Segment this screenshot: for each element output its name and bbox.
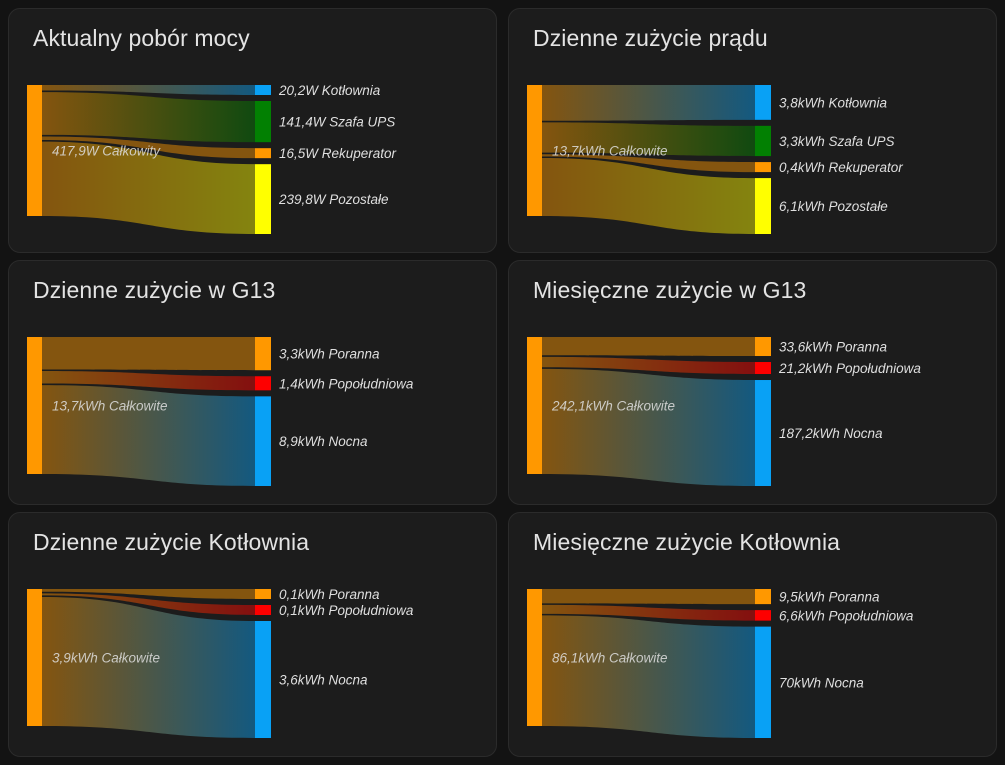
- sankey-flow-3-8kwh-kot-ownia: [542, 85, 755, 121]
- sankey-chart: 86,1kWh Całkowite 9,5kWh Poranna 6,6kWh Po…: [527, 589, 914, 738]
- sankey-node-source[interactable]: [527, 589, 542, 726]
- sankey-target-label-0-4kwh-rekuperator: 0,4kWh Rekuperator: [779, 160, 903, 175]
- sankey-target-label-187-2kwh-nocna: 187,2kWh Nocna: [779, 426, 883, 441]
- sankey-target-label-239-8w-pozosta-e: 239,8W Pozostałe: [278, 192, 389, 207]
- sankey-flow-20-2w-kot-ownia: [42, 85, 255, 95]
- sankey-chart: 13,7kWh Całkowite 3,3kWh Poranna 1,4kWh Po…: [27, 337, 414, 486]
- sankey-node-70kwh-nocna[interactable]: [755, 626, 771, 738]
- sankey-target-label-6-1kwh-pozosta-e: 6,1kWh Pozostałe: [779, 199, 888, 214]
- sankey-target-label-1-4kwh-popo-udniowa: 1,4kWh Popołudniowa: [279, 376, 414, 391]
- sankey-target-label-0-1kwh-popo-udniowa: 0,1kWh Popołudniowa: [279, 603, 414, 618]
- sankey-flow-33-6kwh-poranna: [542, 337, 755, 357]
- sankey-node-21-2kwh-popo-udniowa[interactable]: [755, 362, 771, 375]
- sankey-flow-1-4kwh-popo-udniowa: [42, 371, 255, 391]
- sankey-target-label-3-8kwh-kot-ownia: 3,8kWh Kotłownia: [779, 95, 888, 110]
- sankey-flow-21-2kwh-popo-udniowa: [542, 356, 755, 375]
- sankey-source-label: 417,9W Całkowity: [52, 144, 161, 159]
- card-title: Dzienne zużycie w G13: [33, 277, 276, 303]
- sankey-node-source[interactable]: [27, 85, 42, 216]
- sankey-flow-8-9kwh-nocna: [42, 385, 255, 486]
- sankey-target-label-0-1kwh-poranna: 0,1kWh Poranna: [279, 587, 380, 602]
- sankey-target-label-9-5kwh-poranna: 9,5kWh Poranna: [779, 590, 880, 605]
- sankey-target-label-3-3kwh-poranna: 3,3kWh Poranna: [279, 347, 380, 362]
- sankey-flow-0-1kwh-poranna: [42, 589, 255, 599]
- card-dzienne-zu-ycie-w-g13: Dzienne zużycie w G13 13,7kWh Całkowite 3,…: [8, 260, 497, 505]
- sankey-node-6-1kwh-pozosta-e[interactable]: [755, 178, 771, 234]
- sankey-node-3-3kwh-poranna[interactable]: [255, 337, 271, 371]
- sankey-flow-0-1kwh-popo-udniowa: [42, 593, 255, 615]
- sankey-flow-3-3kwh-poranna: [42, 337, 255, 371]
- sankey-node-0-1kwh-poranna[interactable]: [255, 589, 271, 599]
- sankey-source-label: 13,7kWh Całkowite: [552, 144, 668, 159]
- sankey-flow-0-4kwh-rekuperator: [542, 154, 755, 173]
- card-title: Aktualny pobór mocy: [33, 25, 250, 51]
- card-title: Miesięczne zużycie Kotłownia: [533, 529, 841, 555]
- sankey-flow-16-5w-rekuperator: [42, 136, 255, 159]
- card-aktualny-pob-r-mocy: Aktualny pobór mocy 417,9W Całkowity 20,2W…: [8, 8, 497, 253]
- sankey-node-source[interactable]: [527, 337, 542, 474]
- card-dzienne-zu-ycie-kot-ownia: Dzienne zużycie Kotłownia 3,9kWh Całkowit…: [8, 512, 497, 757]
- sankey-target-label-20-2w-kot-ownia: 20,2W Kotłownia: [278, 83, 381, 98]
- card-title: Dzienne zużycie prądu: [533, 25, 768, 51]
- sankey-source-label: 3,9kWh Całkowite: [52, 651, 160, 666]
- card-dzienne-zu-ycie-pr-du: Dzienne zużycie prądu 13,7kWh Całkowite 3,…: [508, 8, 997, 253]
- sankey-node-9-5kwh-poranna[interactable]: [755, 589, 771, 605]
- card-title: Miesięczne zużycie w G13: [533, 277, 807, 303]
- sankey-chart: 417,9W Całkowity 20,2W Kotłownia 141,4W Sz…: [27, 83, 397, 234]
- sankey-target-label-3-6kwh-nocna: 3,6kWh Nocna: [279, 673, 368, 688]
- sankey-flow-9-5kwh-poranna: [542, 589, 755, 605]
- sankey-node-187-2kwh-nocna[interactable]: [755, 380, 771, 486]
- sankey-node-20-2w-kot-ownia[interactable]: [255, 85, 271, 95]
- sankey-target-label-21-2kwh-popo-udniowa: 21,2kWh Popołudniowa: [778, 361, 921, 376]
- sankey-node-6-6kwh-popo-udniowa[interactable]: [755, 610, 771, 621]
- sankey-node-0-4kwh-rekuperator[interactable]: [755, 162, 771, 173]
- sankey-node-source[interactable]: [27, 337, 42, 474]
- sankey-flow-70kwh-nocna: [542, 615, 755, 738]
- sankey-chart: 242,1kWh Całkowite 33,6kWh Poranna 21,2kWh…: [527, 337, 921, 486]
- sankey-chart: 13,7kWh Całkowite 3,8kWh Kotłownia 3,3kWh …: [527, 85, 903, 234]
- sankey-source-label: 242,1kWh Całkowite: [551, 399, 675, 414]
- card-miesi-czne-zu-ycie-kot-ownia: Miesięczne zużycie Kotłownia 86,1kWh Całk…: [508, 512, 997, 757]
- sankey-node-33-6kwh-poranna[interactable]: [755, 337, 771, 357]
- sankey-target-label-141-4w-szafa-ups: 141,4W Szafa UPS: [279, 115, 395, 130]
- sankey-target-label-3-3kwh-szafa-ups: 3,3kWh Szafa UPS: [779, 134, 895, 149]
- sankey-node-1-4kwh-popo-udniowa[interactable]: [255, 376, 271, 391]
- sankey-flow-3-6kwh-nocna: [42, 597, 255, 738]
- sankey-source-label: 13,7kWh Całkowite: [52, 399, 168, 414]
- sankey-target-label-16-5w-rekuperator: 16,5W Rekuperator: [279, 146, 397, 161]
- sankey-target-label-8-9kwh-nocna: 8,9kWh Nocna: [279, 434, 368, 449]
- sankey-target-label-70kwh-nocna: 70kWh Nocna: [779, 675, 864, 690]
- sankey-node-source[interactable]: [27, 589, 42, 726]
- sankey-flow-141-4w-szafa-ups: [42, 92, 255, 143]
- sankey-flow-187-2kwh-nocna: [542, 368, 755, 486]
- sankey-node-0-1kwh-popo-udniowa[interactable]: [255, 605, 271, 615]
- sankey-node-239-8w-pozosta-e[interactable]: [255, 164, 271, 234]
- sankey-source-label: 86,1kWh Całkowite: [552, 651, 668, 666]
- sankey-flow-3-3kwh-szafa-ups: [542, 122, 755, 157]
- sankey-target-label-33-6kwh-poranna: 33,6kWh Poranna: [779, 340, 888, 355]
- sankey-node-8-9kwh-nocna[interactable]: [255, 396, 271, 486]
- card-miesi-czne-zu-ycie-w-g13: Miesięczne zużycie w G13 242,1kWh Całkowi…: [508, 260, 997, 505]
- sankey-flow-6-6kwh-popo-udniowa: [542, 604, 755, 621]
- sankey-node-3-3kwh-szafa-ups[interactable]: [755, 125, 771, 157]
- sankey-flow-239-8w-pozosta-e: [42, 141, 255, 234]
- sankey-node-3-8kwh-kot-ownia[interactable]: [755, 85, 771, 120]
- sankey-node-141-4w-szafa-ups[interactable]: [255, 101, 271, 143]
- sankey-target-label-6-6kwh-popo-udniowa: 6,6kWh Popołudniowa: [779, 608, 914, 623]
- sankey-node-3-6kwh-nocna[interactable]: [255, 621, 271, 738]
- card-title: Dzienne zużycie Kotłownia: [33, 529, 310, 555]
- sankey-node-source[interactable]: [527, 85, 542, 216]
- sankey-node-16-5w-rekuperator[interactable]: [255, 148, 271, 159]
- sankey-flow-6-1kwh-pozosta-e: [542, 158, 755, 234]
